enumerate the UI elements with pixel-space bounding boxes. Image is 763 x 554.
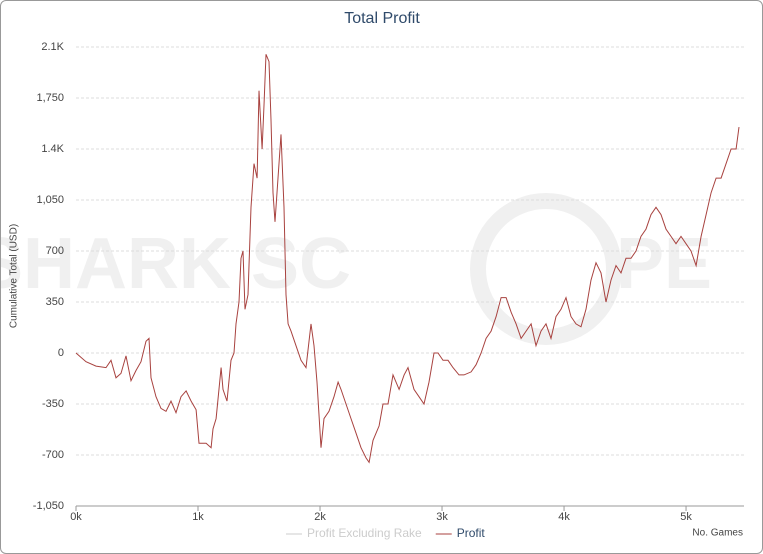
y-tick-label: -350 — [42, 398, 64, 410]
y-axis-title: Cumulative Total (USD) — [9, 224, 20, 328]
y-tick-label: 2.1K — [41, 41, 64, 53]
x-tick-label: 2k — [314, 511, 326, 523]
watermark: SHARK SC — [1, 224, 351, 304]
x-tick-label: 4k — [558, 511, 570, 523]
watermark: PE — [616, 224, 712, 304]
y-tick-label: -700 — [42, 449, 64, 461]
x-tick-label: 0k — [70, 511, 82, 523]
x-tick-label: 5k — [680, 511, 692, 523]
y-tick-label: 700 — [46, 245, 64, 257]
chart-title: Total Profit — [344, 10, 420, 27]
profit-line — [75, 54, 740, 464]
y-tick-label: 350 — [46, 296, 64, 308]
legend-label[interactable]: Profit Excluding Rake — [307, 526, 422, 540]
y-tick-label: 1.4K — [41, 143, 64, 155]
y-tick-label: -1,050 — [33, 500, 64, 512]
x-tick-label: 3k — [436, 511, 448, 523]
y-tick-label: 1,050 — [36, 194, 64, 206]
y-tick-label: 1,750 — [36, 92, 64, 104]
x-axis-title: No. Games — [692, 528, 743, 539]
x-tick-label: 1k — [192, 511, 204, 523]
watermark-ring — [470, 193, 622, 345]
legend-label[interactable]: Profit — [457, 526, 486, 540]
y-tick-label: 0 — [58, 347, 64, 359]
